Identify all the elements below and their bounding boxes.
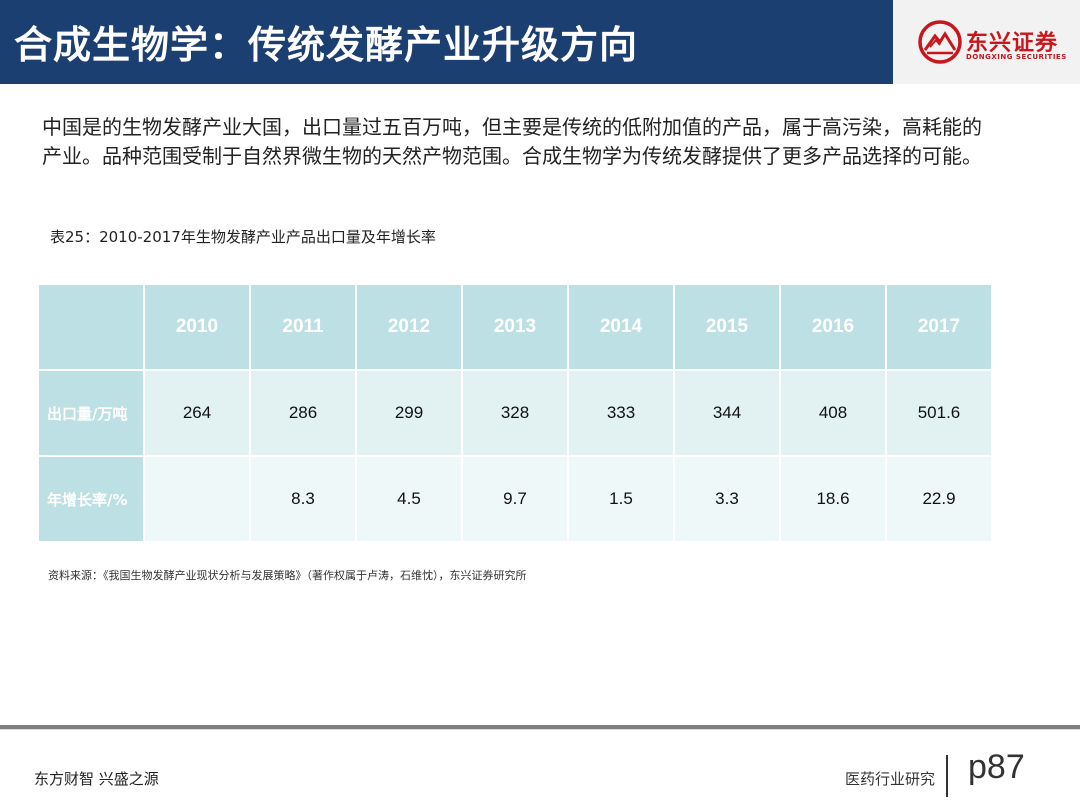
table-row-export-volume: 出口量/万吨 264 286 299 328 333 344 408 501.6 (37, 369, 993, 457)
footer-divider (0, 725, 1080, 729)
logo-subtext: DONGXING SECURITIES (966, 53, 1067, 61)
year-header: 2015 (673, 283, 781, 371)
year-header: 2016 (779, 283, 887, 371)
footer-divider-light (0, 729, 1080, 730)
table-cell (143, 455, 251, 543)
header: 合成生物学：传统发酵产业升级方向 东兴证券 DONGXING SECURITIE… (0, 0, 1080, 84)
footer-slogan: 东方财智 兴盛之源 (34, 770, 159, 788)
export-table: 2010 2011 2012 2013 2014 2015 2016 2017 … (37, 283, 993, 543)
page-title: 合成生物学：传统发酵产业升级方向 (14, 23, 639, 67)
table-cell: 344 (673, 369, 781, 457)
intro-paragraph: 中国是的生物发酵产业大国，出口量过五百万吨，但主要是传统的低附加值的产品，属于高… (42, 115, 982, 168)
page-number: p87 (968, 748, 1025, 786)
table-cell: 501.6 (885, 369, 993, 457)
table-cell: 4.5 (355, 455, 463, 543)
table-cell: 333 (567, 369, 675, 457)
dongxing-logo-icon (918, 20, 962, 64)
logo-text: 东兴证券 (966, 31, 1059, 56)
year-header: 2011 (249, 283, 357, 371)
year-header: 2014 (567, 283, 675, 371)
row-label: 年增长率/% (37, 455, 145, 543)
title-bar: 合成生物学：传统发酵产业升级方向 (0, 0, 893, 84)
logo-area (893, 0, 1080, 84)
table-corner-cell (37, 283, 145, 371)
table-cell: 18.6 (779, 455, 887, 543)
table-cell: 299 (355, 369, 463, 457)
footer-separator (946, 755, 948, 797)
table-cell: 9.7 (461, 455, 569, 543)
year-header: 2017 (885, 283, 993, 371)
table-cell: 1.5 (567, 455, 675, 543)
table-cell: 286 (249, 369, 357, 457)
table-cell: 8.3 (249, 455, 357, 543)
table-cell: 3.3 (673, 455, 781, 543)
table-cell: 328 (461, 369, 569, 457)
table-cell: 264 (143, 369, 251, 457)
table-row-growth-rate: 年增长率/% 8.3 4.5 9.7 1.5 3.3 18.6 22.9 (37, 455, 993, 543)
table-caption: 表25：2010-2017年生物发酵产业产品出口量及年增长率 (50, 228, 436, 246)
table-cell: 408 (779, 369, 887, 457)
footer-section: 医药行业研究 (845, 770, 936, 788)
source-note: 资料来源：《我国生物发酵产业现状分析与发展策略》（著作权属于卢涛，石维忱），东兴… (48, 569, 527, 582)
row-label: 出口量/万吨 (37, 369, 145, 457)
table-cell: 22.9 (885, 455, 993, 543)
table-header-row: 2010 2011 2012 2013 2014 2015 2016 2017 (37, 283, 993, 371)
year-header: 2013 (461, 283, 569, 371)
year-header: 2010 (143, 283, 251, 371)
year-header: 2012 (355, 283, 463, 371)
